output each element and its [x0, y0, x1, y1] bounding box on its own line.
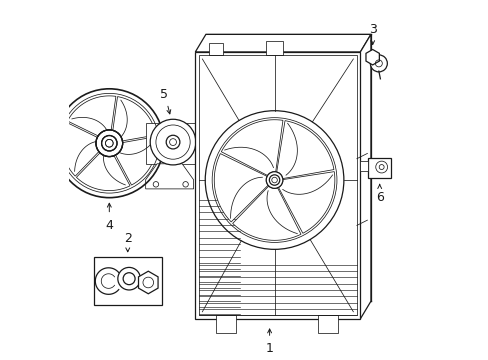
Bar — [209, 43, 223, 55]
Bar — [216, 315, 235, 333]
Text: 4: 4 — [105, 219, 113, 232]
Polygon shape — [195, 35, 370, 52]
Polygon shape — [365, 49, 379, 65]
Circle shape — [96, 130, 122, 157]
Bar — [367, 158, 391, 178]
Bar — [265, 41, 283, 55]
Polygon shape — [214, 154, 267, 222]
Polygon shape — [138, 271, 158, 294]
Polygon shape — [232, 186, 301, 240]
Polygon shape — [112, 96, 156, 142]
Polygon shape — [76, 149, 130, 190]
Bar — [195, 52, 360, 319]
Polygon shape — [113, 137, 156, 185]
Circle shape — [150, 119, 196, 165]
Bar — [199, 55, 356, 315]
Polygon shape — [67, 96, 116, 138]
Bar — [359, 161, 367, 171]
Circle shape — [166, 135, 180, 149]
Polygon shape — [145, 164, 193, 189]
Text: 2: 2 — [123, 232, 131, 245]
Polygon shape — [278, 172, 334, 233]
Polygon shape — [221, 120, 283, 176]
Polygon shape — [360, 35, 370, 319]
Text: 5: 5 — [160, 88, 167, 101]
Circle shape — [265, 172, 282, 188]
Text: 6: 6 — [375, 191, 383, 204]
Polygon shape — [276, 121, 333, 179]
Bar — [93, 257, 162, 305]
Circle shape — [205, 111, 343, 249]
Polygon shape — [193, 136, 200, 148]
Polygon shape — [62, 122, 102, 176]
Text: 3: 3 — [368, 23, 376, 36]
Bar — [318, 315, 337, 333]
Text: 1: 1 — [265, 342, 273, 355]
Bar — [145, 123, 196, 164]
Circle shape — [369, 55, 386, 72]
